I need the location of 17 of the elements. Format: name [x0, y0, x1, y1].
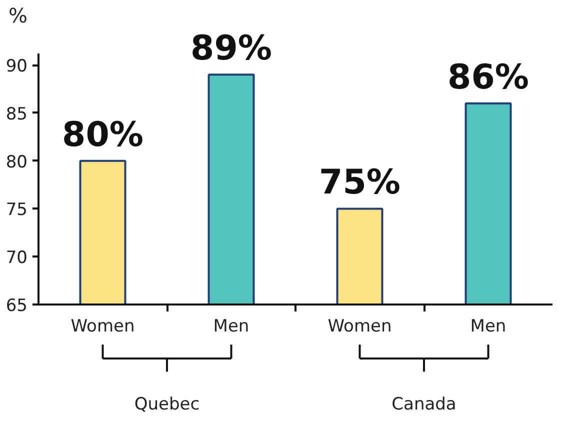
text: Quebec: [134, 394, 200, 414]
text: Canada: [392, 394, 456, 414]
y-tick-label: 65: [6, 296, 28, 316]
data-label: 80%: [62, 114, 144, 155]
data-label: 89%: [190, 28, 272, 69]
y-tick-label: 90: [6, 56, 28, 77]
y-tick-label: 85: [6, 104, 28, 124]
data-label: 75%: [319, 162, 400, 203]
x-tick-label: Women: [328, 316, 392, 336]
x-tick-label: Men: [213, 316, 250, 336]
y-tick-label: 75: [6, 200, 28, 220]
y-tick-label: 70: [6, 248, 28, 268]
y-tick-label: 80: [6, 152, 28, 172]
x-tick-label: Men: [470, 316, 506, 336]
y-axis-title: %: [8, 4, 28, 28]
data-label: 86%: [448, 57, 529, 98]
x-tick-label: Women: [70, 316, 135, 336]
